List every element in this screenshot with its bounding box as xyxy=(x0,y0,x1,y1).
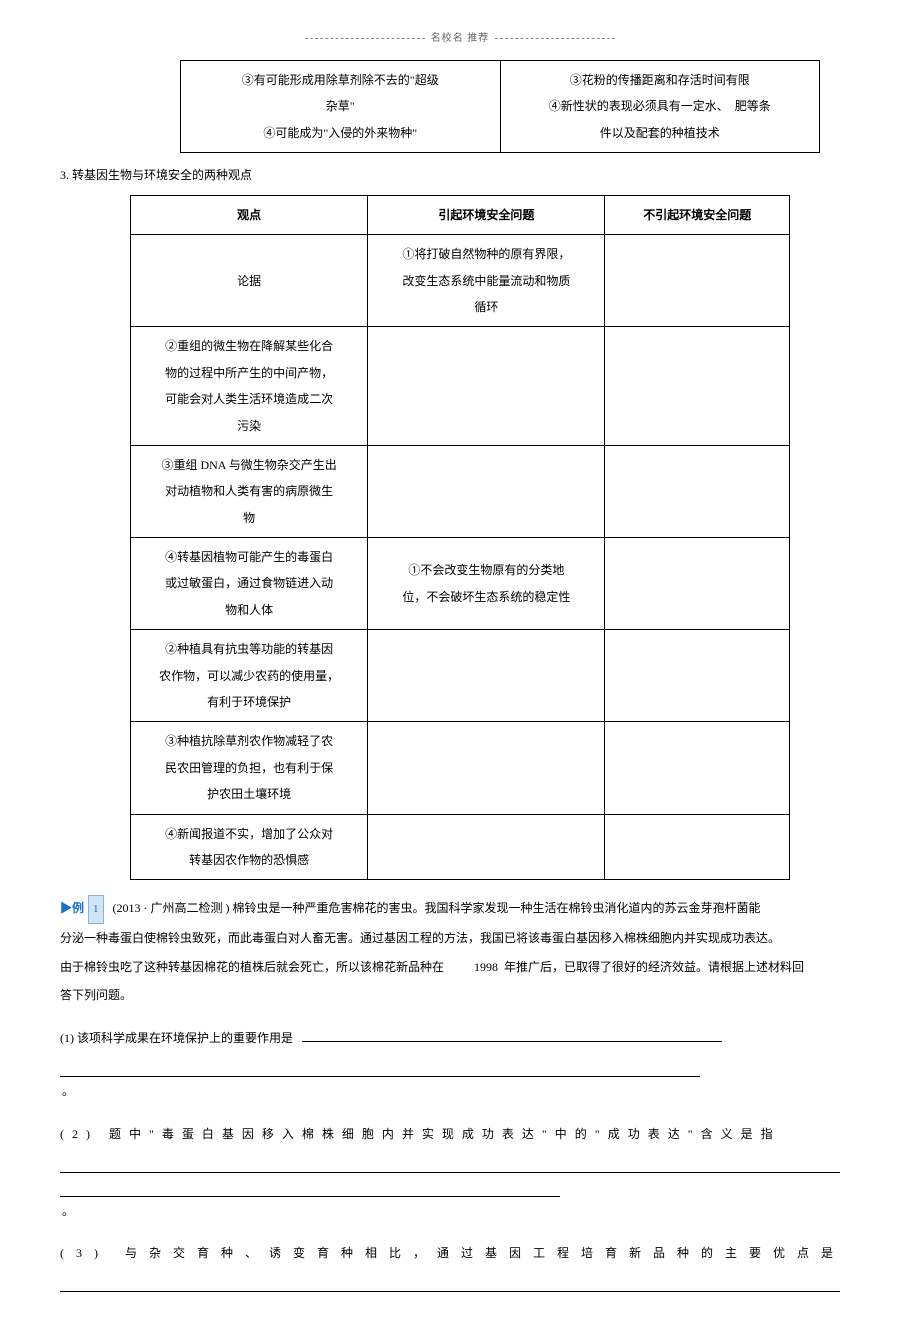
cell xyxy=(605,814,790,880)
cell: ③种植抗除草剂农作物减轻了农民农田管理的负担，也有利于保护农田土壤环境 xyxy=(131,722,368,814)
table-viewpoints: 观点 引起环境安全问题 不引起环境安全问题 论据 ①将打破自然物种的原有界限，改… xyxy=(130,195,790,881)
example-text-3a: 由于棉铃虫吃了这种转基因棉花的植株后就会死亡，所以该棉花新品种在 xyxy=(60,960,444,974)
example-source: (2013 · 广州高二检测 ) xyxy=(113,901,230,915)
question-3: (3) 与杂交育种、诱变育种相比，通过基因工程培育新品种的主要优点是 xyxy=(60,1239,860,1292)
table-row: ④新闻报道不实，增加了公众对转基因农作物的恐惧感 xyxy=(131,814,790,880)
cell: ②种植具有抗虫等功能的转基因农作物，可以减少农药的使用量，有利于环境保护 xyxy=(131,630,368,722)
cell xyxy=(605,722,790,814)
q1-label: (1) 该项科学成果在环境保护上的重要作用是 xyxy=(60,1031,293,1045)
example-arrow-icon: ▶例 xyxy=(60,894,84,923)
example-paragraph: ▶例1 (2013 · 广州高二检测 ) 棉铃虫是一种严重危害棉花的害虫。我国科… xyxy=(60,894,860,1010)
blank-fill[interactable] xyxy=(60,1274,840,1292)
cell xyxy=(605,630,790,722)
example-year: 1998 xyxy=(474,960,498,974)
blank-fill[interactable] xyxy=(60,1179,560,1197)
page-header: 名校名 推荐 xyxy=(60,30,860,48)
col-header-nocause: 不引起环境安全问题 xyxy=(605,195,790,234)
cell xyxy=(368,630,605,722)
cell xyxy=(368,327,605,446)
cell xyxy=(368,722,605,814)
blank-fill[interactable] xyxy=(302,1028,722,1042)
table-row: ③有可能形成用除草剂除不去的"超级杂草"④可能成为"入侵的外来物种" ③花粉的传… xyxy=(181,61,820,153)
cell xyxy=(605,445,790,537)
table-row: ③重组 DNA 与微生物杂交产生出对动植物和人类有害的病原微生物 xyxy=(131,445,790,537)
col-header-viewpoint: 观点 xyxy=(131,195,368,234)
table-row: ②重组的微生物在降解某些化合物的过程中所产生的中间产物，可能会对人类生活环境造成… xyxy=(131,327,790,446)
col-header-cause: 引起环境安全问题 xyxy=(368,195,605,234)
q3-label: (3) 与杂交育种、诱变育种相比，通过基因工程培育新品种的主要优点是 xyxy=(60,1246,845,1260)
blank-fill[interactable] xyxy=(60,1155,840,1173)
cell xyxy=(605,327,790,446)
table-row: 论据 ①将打破自然物种的原有界限，改变生态系统中能量流动和物质循环 xyxy=(131,235,790,327)
cell: ②重组的微生物在降解某些化合物的过程中所产生的中间产物，可能会对人类生活环境造成… xyxy=(131,327,368,446)
cell: ④转基因植物可能产生的毒蛋白或过敏蛋白，通过食物链进入动物和人体 xyxy=(131,538,368,630)
table-row: ②种植具有抗虫等功能的转基因农作物，可以减少农药的使用量，有利于环境保护 xyxy=(131,630,790,722)
example-text-2: 分泌一种毒蛋白使棉铃虫致死，而此毒蛋白对人畜无害。通过基因工程的方法，我国已将该… xyxy=(60,931,780,945)
example-text-3b: 年推广后，已取得了很好的经济效益。请根据上述材料回 xyxy=(504,960,804,974)
cell: ④新闻报道不实，增加了公众对转基因农作物的恐惧感 xyxy=(131,814,368,880)
cell: ①不会改变生物原有的分类地位，不会破坏生态系统的稳定性 xyxy=(368,538,605,630)
cell: ③重组 DNA 与微生物杂交产生出对动植物和人类有害的病原微生物 xyxy=(131,445,368,537)
cell xyxy=(605,538,790,630)
cell: ①将打破自然物种的原有界限，改变生态系统中能量流动和物质循环 xyxy=(368,235,605,327)
example-text-4: 答下列问题。 xyxy=(60,988,132,1002)
cell-left: ③有可能形成用除草剂除不去的"超级杂草"④可能成为"入侵的外来物种" xyxy=(181,61,501,153)
period-icon: 。 xyxy=(62,1197,74,1226)
period-icon: 。 xyxy=(62,1077,74,1106)
example-text-1: 棉铃虫是一种严重危害棉花的害虫。我国科学家发现一种生活在棉铃虫消化道内的苏云金芽… xyxy=(233,901,761,915)
q2-label: (2) 题中"毒蛋白基因移入棉株细胞内并实现成功表达"中的"成功表达"含义是指 xyxy=(60,1127,781,1141)
cell xyxy=(368,445,605,537)
table-row: ③种植抗除草剂农作物减轻了农民农田管理的负担，也有利于保护农田土壤环境 xyxy=(131,722,790,814)
question-2: (2) 题中"毒蛋白基因移入棉株细胞内并实现成功表达"中的"成功表达"含义是指 … xyxy=(60,1120,860,1226)
table-partial-top: ③有可能形成用除草剂除不去的"超级杂草"④可能成为"入侵的外来物种" ③花粉的传… xyxy=(180,60,820,153)
example-number-badge: 1 xyxy=(88,895,104,923)
question-1: (1) 该项科学成果在环境保护上的重要作用是 。 xyxy=(60,1024,860,1106)
blank-fill[interactable] xyxy=(60,1059,700,1077)
table-header-row: 观点 引起环境安全问题 不引起环境安全问题 xyxy=(131,195,790,234)
section-3-heading: 3. 转基因生物与环境安全的两种观点 xyxy=(60,165,860,187)
cell-right: ③花粉的传播距离和存活时间有限④新性状的表现必须具有一定水、 肥等条件以及配套的… xyxy=(500,61,820,153)
cell xyxy=(368,814,605,880)
table-row: ④转基因植物可能产生的毒蛋白或过敏蛋白，通过食物链进入动物和人体 ①不会改变生物… xyxy=(131,538,790,630)
cell: 论据 xyxy=(131,235,368,327)
cell xyxy=(605,235,790,327)
